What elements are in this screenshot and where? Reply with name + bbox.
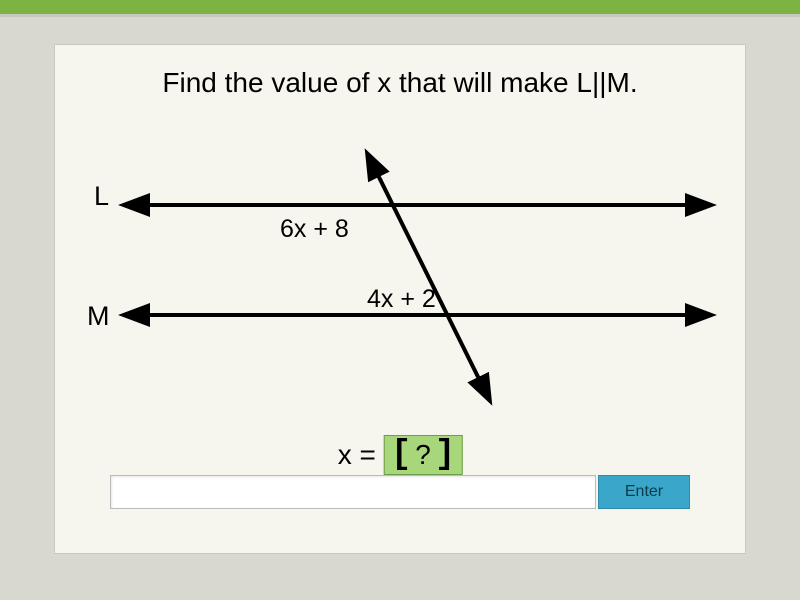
parallel-lines-diagram: L M 6x + 8 4x + 2 — [55, 145, 747, 445]
transversal-line — [370, 159, 487, 395]
line-m-label: M — [87, 301, 110, 331]
problem-card: Find the value of x that will make L||M.… — [54, 44, 746, 554]
enter-button[interactable]: Enter — [598, 475, 690, 509]
angle-label-top: 6x + 8 — [280, 215, 349, 243]
angle-label-bottom: 4x + 2 — [367, 285, 436, 313]
left-bracket: [ — [391, 438, 411, 472]
input-row: Enter — [110, 475, 690, 509]
answer-prefix: x = — [338, 439, 376, 471]
right-bracket: ] — [435, 438, 455, 472]
top-edge — [0, 14, 800, 17]
answer-placeholder: ? — [411, 439, 435, 471]
problem-title: Find the value of x that will make L||M. — [162, 67, 637, 99]
answer-box: [ ? ] — [384, 435, 462, 475]
answer-row: x = [ ? ] — [338, 435, 463, 475]
top-green-bar — [0, 0, 800, 14]
line-l-label: L — [94, 181, 109, 211]
answer-input[interactable] — [110, 475, 596, 509]
